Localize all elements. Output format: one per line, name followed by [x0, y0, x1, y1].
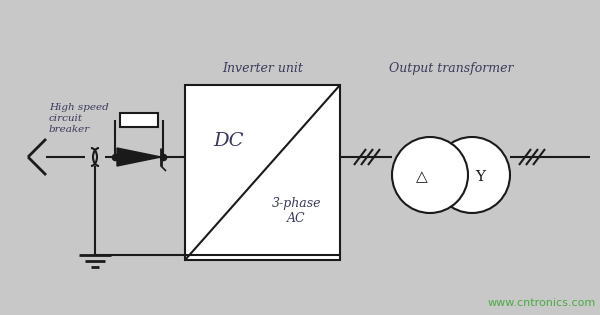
Circle shape: [434, 137, 510, 213]
Polygon shape: [117, 148, 161, 166]
Text: DC: DC: [213, 132, 244, 150]
Text: Output transformer: Output transformer: [389, 62, 513, 75]
Text: 3-phase
AC: 3-phase AC: [272, 197, 322, 225]
Text: www.cntronics.com: www.cntronics.com: [488, 298, 596, 308]
Circle shape: [392, 137, 468, 213]
Bar: [120, 113, 158, 127]
Text: Inverter unit: Inverter unit: [222, 62, 303, 75]
Bar: [185, 85, 340, 260]
Text: High speed
circuit
breaker: High speed circuit breaker: [49, 103, 109, 134]
Text: Y: Y: [475, 170, 485, 184]
Text: △: △: [416, 170, 428, 184]
